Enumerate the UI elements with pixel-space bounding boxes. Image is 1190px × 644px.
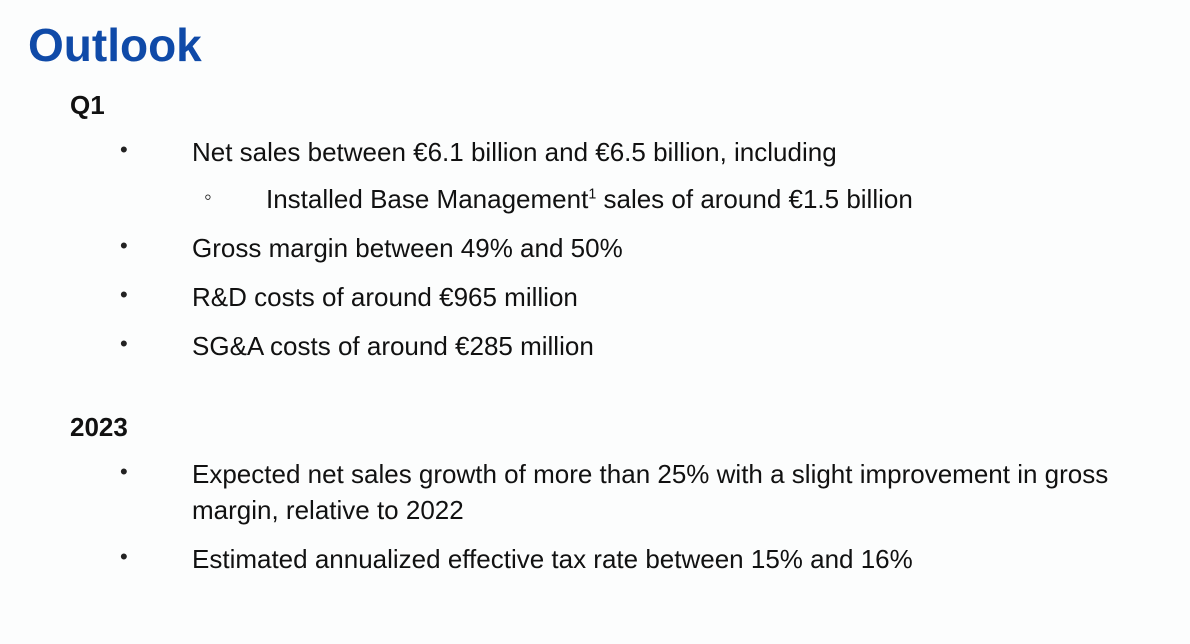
list-item: Expected net sales growth of more than 2… xyxy=(120,457,1162,527)
bullet-text: sales of around €1.5 billion xyxy=(596,184,913,214)
list-item: R&D costs of around €965 million xyxy=(120,280,1162,315)
bullet-text: Gross margin between 49% and 50% xyxy=(192,233,623,263)
q1-sublist: Installed Base Management1 sales of arou… xyxy=(192,182,1162,217)
q1-list: Net sales between €6.1 billion and €6.5 … xyxy=(28,135,1162,364)
highlighted-text: Expected net sales growth of more than 2… xyxy=(192,459,709,489)
list-item: Gross margin between 49% and 50% xyxy=(120,231,1162,266)
section-heading-q1: Q1 xyxy=(70,90,1162,121)
bullet-text: Estimated annualized effective tax rate … xyxy=(192,544,913,574)
bullet-text: SG&A costs of around €285 million xyxy=(192,331,594,361)
bullet-text: R&D costs of around €965 million xyxy=(192,282,578,312)
slide: Outlook Q1 Net sales between €6.1 billio… xyxy=(0,0,1190,577)
page-title: Outlook xyxy=(28,18,1162,72)
section-heading-2023: 2023 xyxy=(70,412,1162,443)
list-item: Estimated annualized effective tax rate … xyxy=(120,542,1162,577)
fy2023-list: Expected net sales growth of more than 2… xyxy=(28,457,1162,576)
list-item: Net sales between €6.1 billion and €6.5 … xyxy=(120,135,1162,217)
list-item: Installed Base Management1 sales of arou… xyxy=(204,182,1162,217)
bullet-text: Net sales between €6.1 billion and €6.5 … xyxy=(192,137,837,167)
list-item: SG&A costs of around €285 million xyxy=(120,329,1162,364)
bullet-text: Installed Base Management xyxy=(266,184,588,214)
